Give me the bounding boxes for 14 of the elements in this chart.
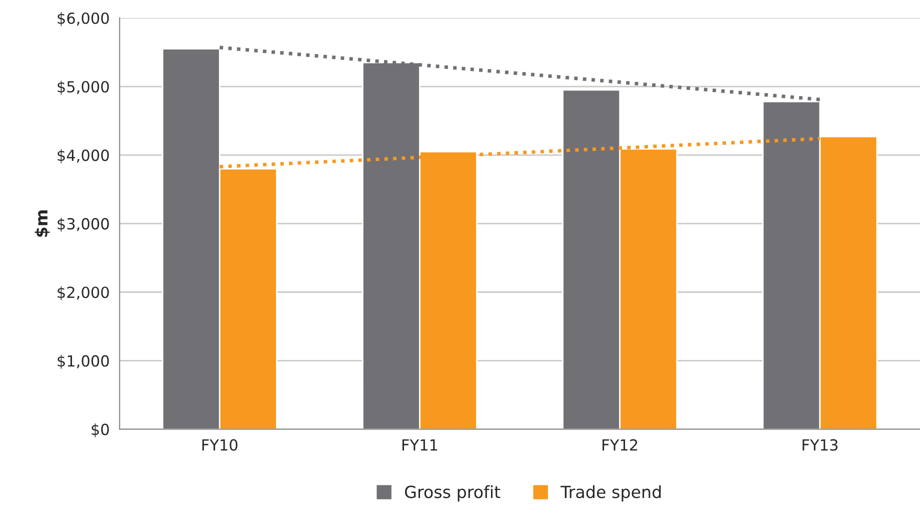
x-tick-label: FY11 — [402, 439, 438, 451]
y-tick-label: $3,000 — [58, 218, 109, 232]
y-tick-label: $0 — [92, 423, 109, 438]
x-tick-label: FY13 — [802, 439, 838, 451]
x-tick-label: FY10 — [202, 439, 238, 451]
y-tick-label: $4,000 — [58, 149, 109, 164]
y-tick-label: $5,000 — [58, 80, 109, 95]
y-axis-title: $m — [34, 210, 50, 237]
legend-label: Gross profit — [405, 485, 500, 502]
x-tick-label: FY12 — [602, 439, 638, 451]
y-tick-label: $1,000 — [58, 354, 109, 369]
y-tick-label: $6,000 — [58, 12, 109, 26]
y-tick-label: $2,000 — [58, 286, 109, 300]
legend-label: Trade spend — [560, 485, 661, 502]
